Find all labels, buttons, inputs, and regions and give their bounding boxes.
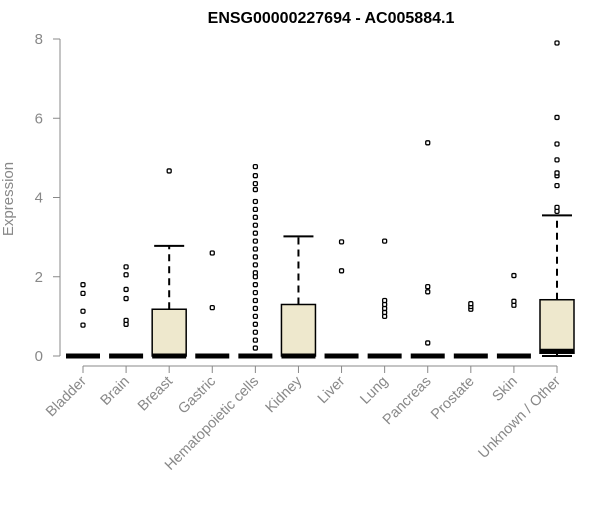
outlier-point [80, 322, 86, 328]
outlier-point [209, 305, 215, 311]
outlier-point [123, 295, 129, 302]
x-tick-label: Skin [489, 374, 520, 405]
box-skin [496, 272, 531, 359]
outlier-point [252, 230, 259, 236]
y-tick-label: 2 [35, 269, 43, 286]
x-tick-label: Unknown / Other [476, 373, 564, 461]
outlier-point [123, 264, 129, 270]
outlier-point [252, 329, 259, 335]
x-tick-label: Bladder [43, 373, 90, 420]
outlier-point [166, 168, 172, 174]
outlier-point [252, 206, 259, 213]
outlier-point [425, 284, 431, 290]
outlier-point [80, 282, 86, 288]
outlier-point [252, 186, 259, 193]
outlier-point [252, 180, 259, 187]
outlier-point [252, 198, 259, 205]
box-kidney [280, 235, 317, 359]
y-tick-label: 6 [35, 110, 43, 127]
outlier-point [123, 286, 129, 293]
y-axis: 0 2 4 6 8 [35, 31, 61, 365]
outlier-point [252, 262, 259, 268]
outlier-point [252, 173, 259, 179]
box-hematopoietic-cells [238, 163, 273, 359]
outlier-point [123, 272, 129, 278]
x-tick-label: Lung [357, 374, 391, 408]
box-unknown-other [539, 40, 575, 357]
x-tick-label: Breast [135, 374, 176, 415]
outlier-point [381, 297, 388, 304]
outlier-point [425, 140, 431, 146]
x-tick-label: Prostate [428, 374, 477, 423]
outlier-point [468, 301, 474, 307]
outlier-point [425, 340, 431, 346]
outlier-point [252, 337, 259, 343]
outlier-point [252, 313, 259, 320]
box-bladder [66, 282, 100, 359]
outlier-point [252, 222, 259, 228]
y-axis-label: Expression [0, 162, 17, 236]
outlier-point [554, 141, 560, 147]
outlier-point [252, 282, 259, 288]
x-tick-label: Liver [315, 373, 349, 407]
box-plot-series [66, 40, 575, 359]
outlier-point [252, 345, 259, 351]
outlier-point [554, 114, 560, 121]
outlier-point [252, 254, 259, 260]
box-gastric [195, 250, 230, 359]
y-tick-label: 4 [35, 190, 43, 207]
outlier-point [381, 238, 388, 244]
outlier-point [554, 170, 560, 176]
outlier-point [554, 157, 560, 163]
x-tick-label: Brain [98, 374, 133, 409]
y-tick-label: 8 [35, 31, 43, 48]
box-liver [324, 239, 359, 359]
y-tick-label: 0 [35, 348, 43, 365]
box-brain [109, 264, 144, 359]
box-body [539, 298, 575, 354]
outlier-point [338, 239, 345, 245]
outlier-point [554, 40, 560, 46]
outlier-point [252, 214, 259, 220]
outlier-point [425, 289, 431, 295]
box-body [280, 303, 317, 357]
box-breast [151, 168, 187, 359]
outlier-point [80, 308, 86, 314]
outlier-point [511, 272, 517, 279]
outlier-point [252, 321, 259, 327]
outlier-point [252, 238, 259, 244]
outlier-point [123, 317, 129, 323]
chart-title: ENSG00000227694 - AC005884.1 [208, 10, 455, 27]
outlier-point [252, 270, 259, 276]
outlier-point [252, 163, 259, 170]
outlier-point [252, 289, 259, 296]
outlier-point [511, 298, 517, 304]
outlier-point [252, 305, 259, 312]
box-body [151, 308, 187, 357]
box-lung [367, 238, 402, 359]
outlier-point [252, 297, 259, 304]
outlier-point [80, 290, 86, 297]
box-prostate [453, 301, 488, 359]
outlier-point [554, 204, 560, 211]
outlier-point [209, 250, 215, 256]
box-pancreas [410, 140, 445, 359]
x-tick-label: Kidney [263, 373, 306, 416]
outlier-point [338, 268, 345, 274]
outlier-point [554, 182, 560, 189]
outlier-point [252, 246, 259, 252]
